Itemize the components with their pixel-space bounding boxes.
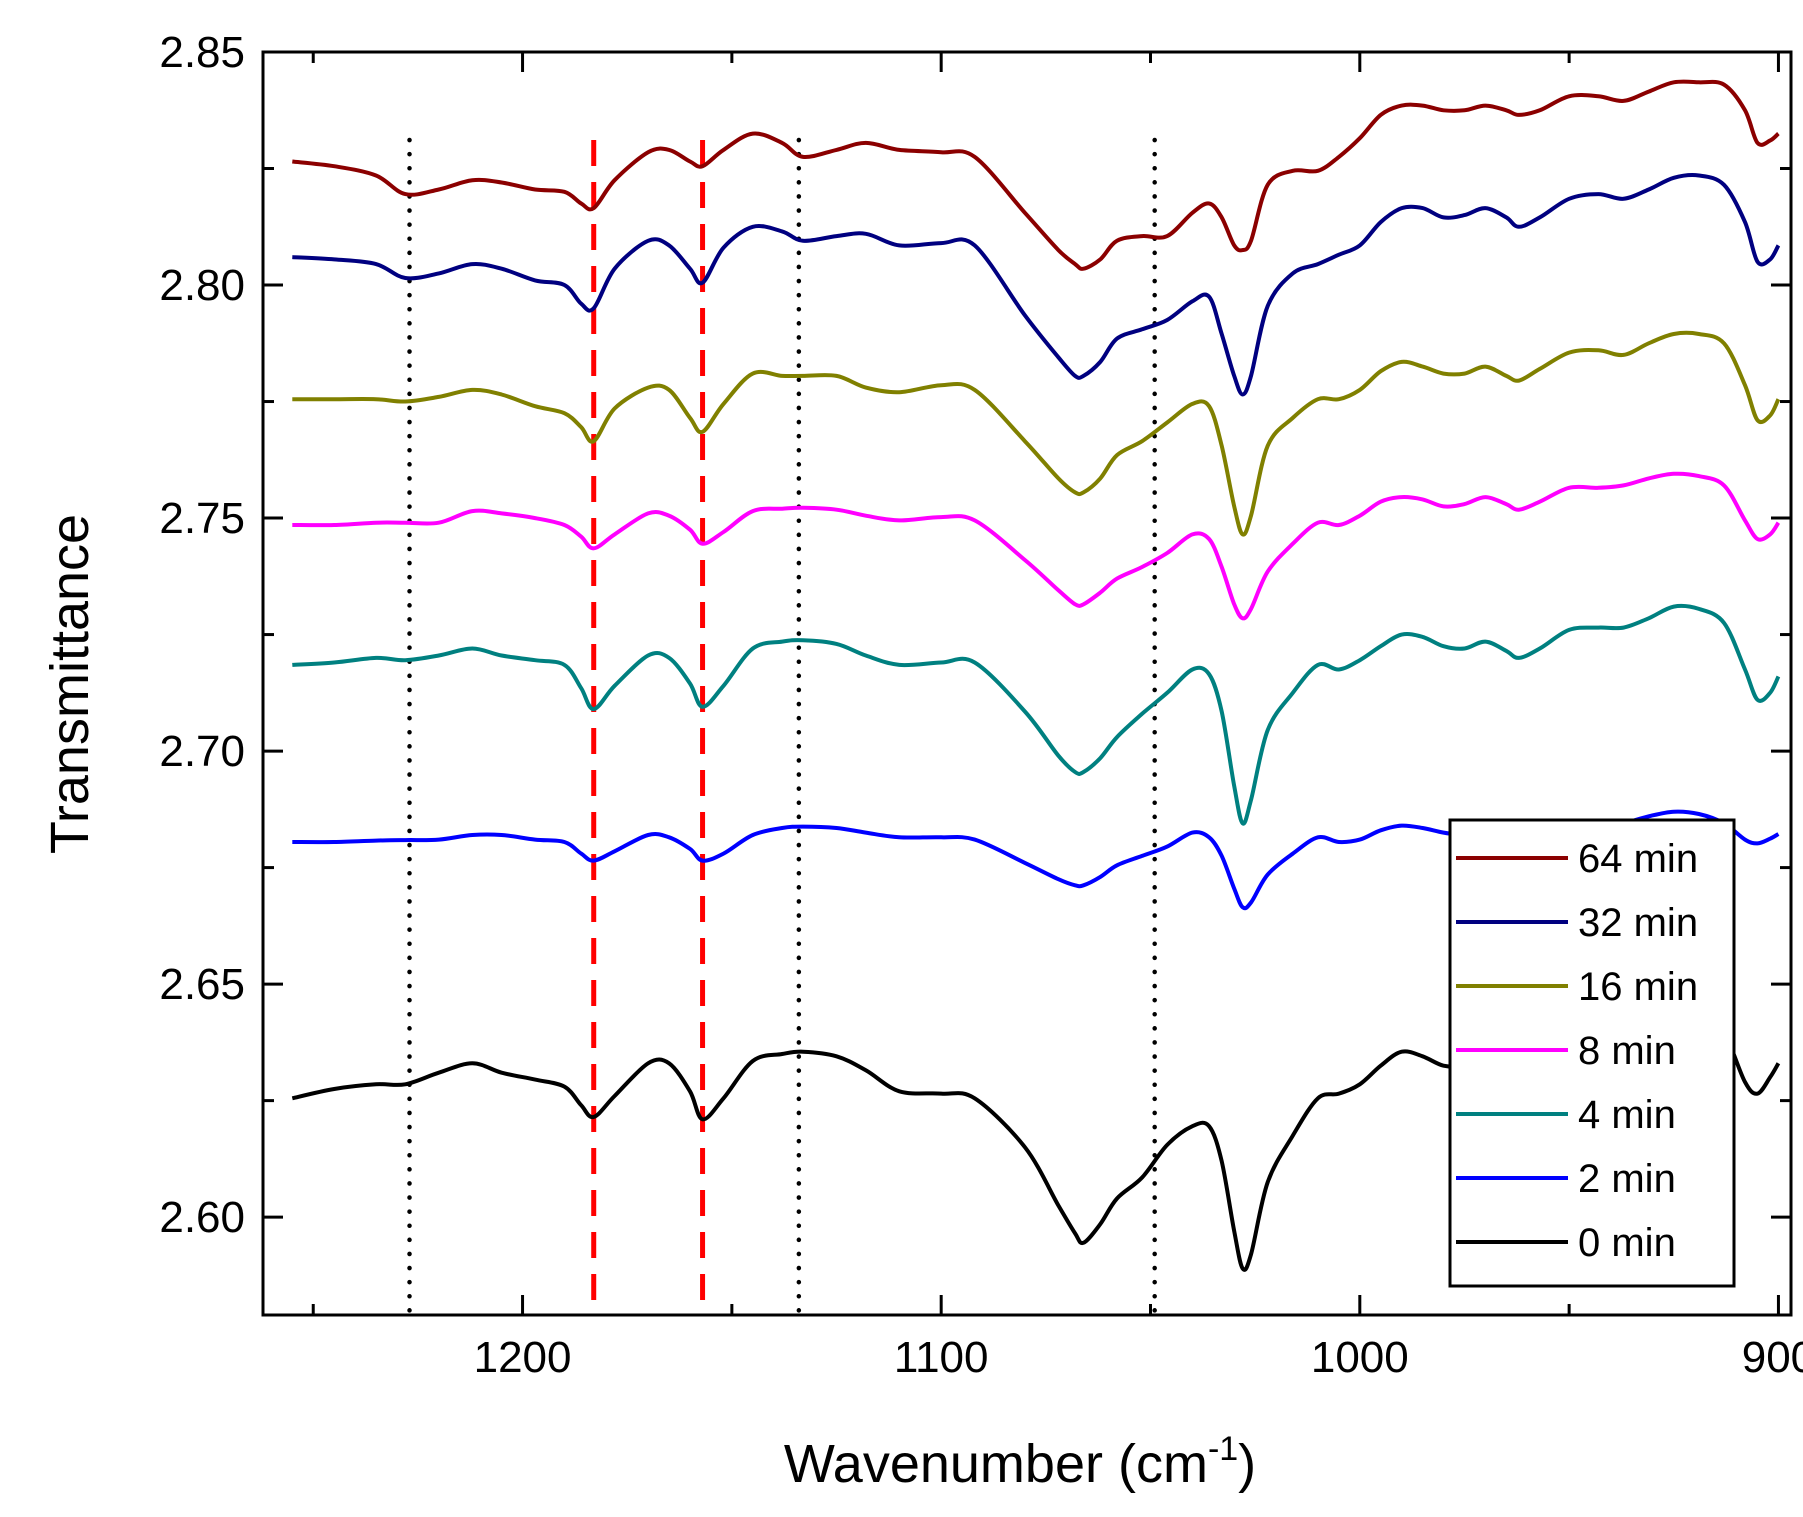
legend: 64 min 32 min 16 min 8 min 4 min 2 min 0 min xyxy=(1448,818,1736,1288)
legend-label: 4 min xyxy=(1578,1093,1676,1137)
y-axis: 2.60 2.65 2.70 2.75 2.80 2.85 xyxy=(159,28,1791,1242)
series-line-8-min xyxy=(292,471,1781,621)
x-axis-title-end: ) xyxy=(1238,1434,1256,1494)
legend-label: 64 min xyxy=(1578,837,1698,881)
legend-label: 32 min xyxy=(1578,901,1698,945)
y-tick-label: 2.70 xyxy=(159,727,245,776)
legend-label: 0 min xyxy=(1578,1221,1676,1265)
series-line-32-min xyxy=(292,173,1781,397)
x-tick-label: 1100 xyxy=(894,1333,989,1382)
plot-frame xyxy=(261,50,1793,1317)
y-axis-title: Transmittance xyxy=(40,514,100,854)
y-tick-label: 2.85 xyxy=(159,28,245,77)
reference-lines xyxy=(407,137,1157,1318)
series-line-4-min xyxy=(292,603,1781,826)
legend-label: 2 min xyxy=(1578,1157,1676,1201)
series-line-16-min xyxy=(292,330,1781,537)
x-axis: 1200 1100 1000 900 xyxy=(311,52,1803,1382)
y-tick-label: 2.60 xyxy=(159,1193,245,1242)
x-axis-title: Wavenumber (cm-1) xyxy=(784,1430,1256,1494)
x-tick-label: 900 xyxy=(1742,1333,1803,1382)
x-axis-title-main: Wavenumber (cm xyxy=(784,1434,1208,1494)
legend-label: 16 min xyxy=(1578,965,1698,1009)
x-tick-label: 1000 xyxy=(1311,1333,1409,1382)
legend-label: 8 min xyxy=(1578,1029,1676,1073)
x-axis-title-sup: -1 xyxy=(1208,1430,1238,1468)
y-tick-label: 2.65 xyxy=(159,960,245,1009)
y-tick-label: 2.80 xyxy=(159,261,245,310)
legend-box xyxy=(1448,818,1736,1288)
x-tick-label: 1200 xyxy=(474,1333,572,1382)
series-line-64-min xyxy=(292,79,1780,271)
y-tick-label: 2.75 xyxy=(159,494,245,543)
